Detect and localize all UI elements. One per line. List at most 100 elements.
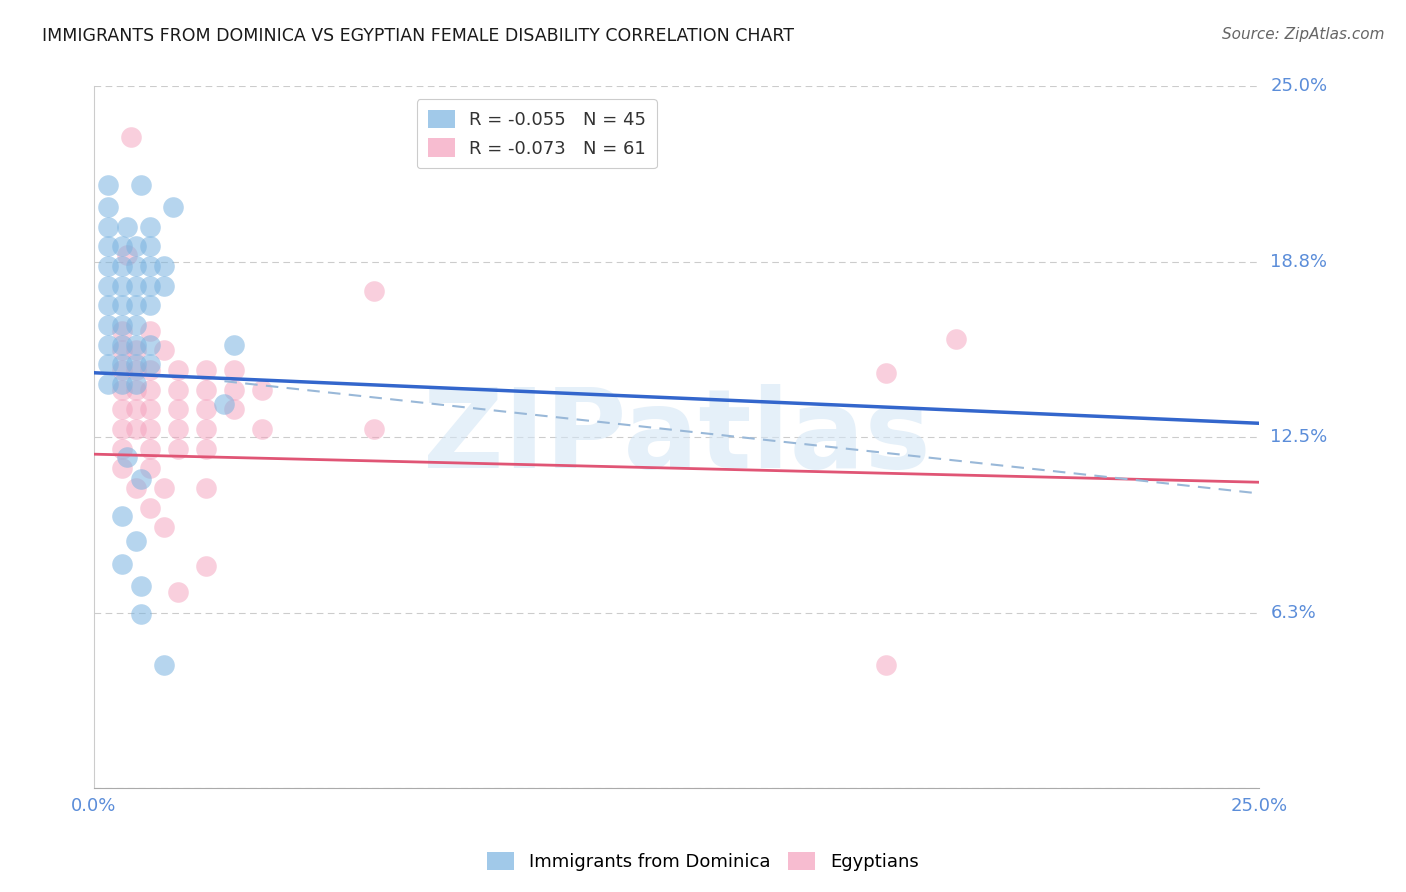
Point	[945, 332, 967, 346]
Point	[139, 278, 162, 293]
Point	[125, 357, 148, 371]
Point	[222, 383, 245, 397]
Point	[129, 579, 152, 593]
Text: 12.5%: 12.5%	[1271, 428, 1327, 446]
Point	[97, 200, 120, 214]
Text: 18.8%: 18.8%	[1271, 253, 1327, 271]
Point	[162, 200, 184, 214]
Point	[111, 259, 134, 273]
Point	[139, 363, 162, 377]
Point	[214, 397, 236, 411]
Point	[194, 383, 217, 397]
Point	[125, 363, 148, 377]
Point	[139, 324, 162, 338]
Point	[139, 357, 162, 371]
Point	[97, 278, 120, 293]
Point	[153, 278, 176, 293]
Point	[139, 239, 162, 253]
Point	[194, 442, 217, 456]
Point	[129, 178, 152, 192]
Point	[125, 422, 148, 436]
Point	[125, 376, 148, 391]
Point	[166, 363, 188, 377]
Text: Source: ZipAtlas.com: Source: ZipAtlas.com	[1222, 27, 1385, 42]
Text: IMMIGRANTS FROM DOMINICA VS EGYPTIAN FEMALE DISABILITY CORRELATION CHART: IMMIGRANTS FROM DOMINICA VS EGYPTIAN FEM…	[42, 27, 794, 45]
Text: 6.3%: 6.3%	[1271, 604, 1316, 622]
Point	[125, 239, 148, 253]
Point	[139, 422, 162, 436]
Point	[120, 130, 142, 145]
Point	[111, 363, 134, 377]
Point	[194, 363, 217, 377]
Point	[363, 285, 385, 299]
Point	[111, 337, 134, 351]
Point	[139, 402, 162, 417]
Point	[97, 318, 120, 332]
Point	[153, 657, 176, 672]
Point	[111, 508, 134, 523]
Point	[111, 343, 134, 358]
Point	[153, 520, 176, 534]
Point	[139, 298, 162, 312]
Point	[97, 178, 120, 192]
Point	[194, 422, 217, 436]
Point	[125, 337, 148, 351]
Point	[222, 402, 245, 417]
Point	[166, 422, 188, 436]
Point	[222, 337, 245, 351]
Point	[250, 422, 273, 436]
Text: 25.0%: 25.0%	[1271, 78, 1327, 95]
Point	[222, 363, 245, 377]
Point	[111, 461, 134, 475]
Point	[139, 259, 162, 273]
Point	[111, 357, 134, 371]
Point	[125, 318, 148, 332]
Point	[139, 383, 162, 397]
Point	[115, 450, 138, 464]
Point	[111, 402, 134, 417]
Point	[125, 298, 148, 312]
Point	[194, 559, 217, 574]
Point	[97, 259, 120, 273]
Point	[125, 481, 148, 495]
Point	[166, 402, 188, 417]
Point	[125, 343, 148, 358]
Point	[363, 422, 385, 436]
Point	[111, 442, 134, 456]
Legend: R = -0.055   N = 45, R = -0.073   N = 61: R = -0.055 N = 45, R = -0.073 N = 61	[416, 99, 657, 169]
Point	[139, 500, 162, 515]
Point	[250, 383, 273, 397]
Point	[111, 324, 134, 338]
Point	[153, 343, 176, 358]
Point	[111, 318, 134, 332]
Point	[153, 259, 176, 273]
Point	[111, 298, 134, 312]
Point	[139, 461, 162, 475]
Point	[97, 219, 120, 234]
Point	[153, 481, 176, 495]
Point	[97, 298, 120, 312]
Point	[139, 219, 162, 234]
Point	[111, 376, 134, 391]
Point	[97, 357, 120, 371]
Point	[125, 534, 148, 549]
Point	[111, 278, 134, 293]
Point	[139, 442, 162, 456]
Point	[875, 366, 897, 380]
Point	[129, 607, 152, 622]
Point	[115, 248, 138, 262]
Point	[125, 402, 148, 417]
Point	[111, 557, 134, 571]
Point	[194, 481, 217, 495]
Point	[166, 442, 188, 456]
Point	[115, 219, 138, 234]
Text: ZIPatlas: ZIPatlas	[423, 384, 931, 491]
Point	[125, 383, 148, 397]
Point	[97, 239, 120, 253]
Point	[111, 422, 134, 436]
Point	[97, 376, 120, 391]
Point	[194, 402, 217, 417]
Point	[875, 657, 897, 672]
Point	[129, 472, 152, 486]
Point	[125, 278, 148, 293]
